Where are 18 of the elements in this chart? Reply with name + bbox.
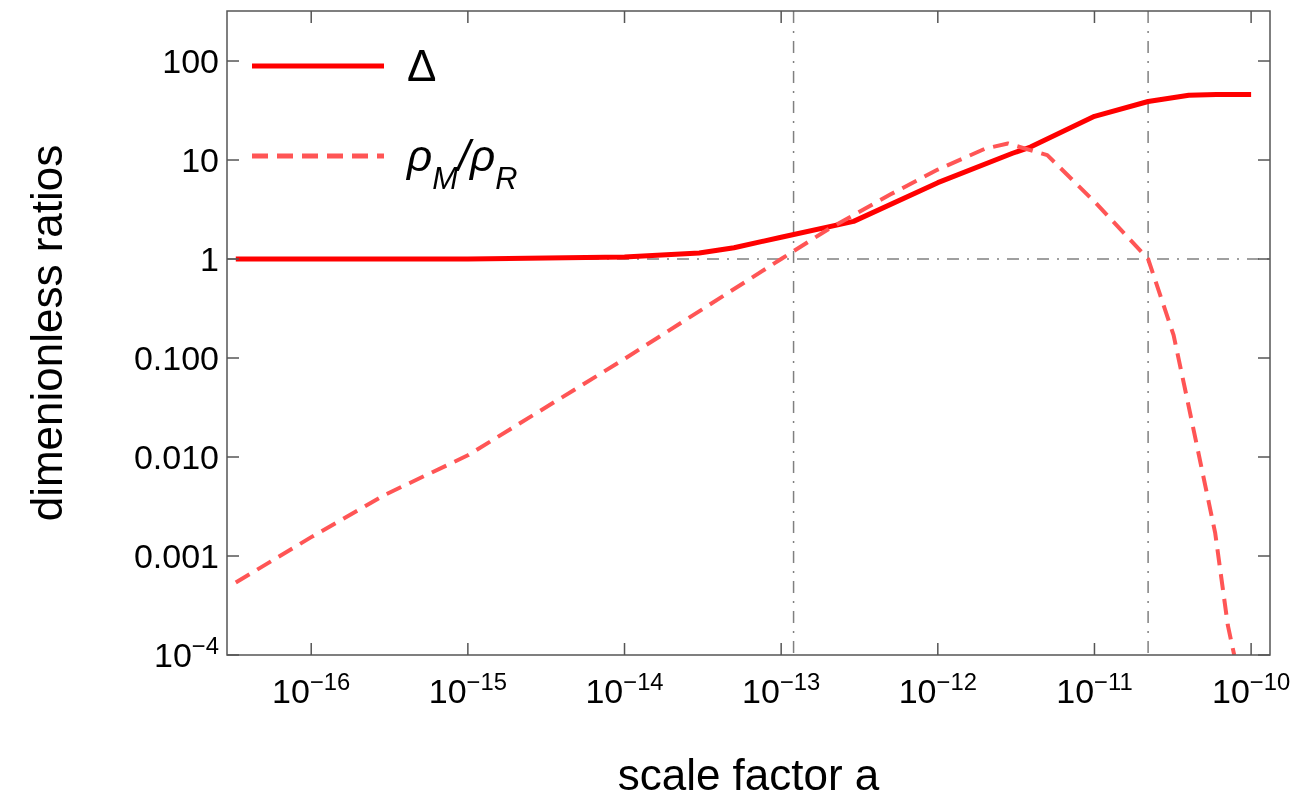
- y-tick-label: 0.100: [133, 339, 219, 377]
- y-tick-label: 0.001: [133, 537, 219, 575]
- legend-label: Δ: [407, 41, 437, 90]
- y-tick-label: 0.010: [133, 438, 219, 476]
- x-tick-label: 10$^{−11}$: [1056, 667, 1133, 710]
- x-axis-title: scale factor a: [617, 750, 880, 799]
- x-tick-label: 10$^{−13}$: [742, 667, 821, 710]
- legend-label: ρ$_{M}$/ρ$_{R}$: [405, 131, 518, 196]
- x-tick-label: 10$^{−12}$: [898, 667, 977, 710]
- x-tick-label: 10$^{−16}$: [272, 667, 351, 710]
- x-tick-label: 10$^{−10}$: [1212, 667, 1291, 710]
- y-tick-label: 100: [162, 42, 219, 81]
- x-tick-label: 10$^{−15}$: [428, 667, 507, 710]
- y-tick-label: 1: [200, 240, 219, 279]
- y-tick-label: 10: [181, 141, 219, 180]
- x-tick-label: 10$^{−14}$: [585, 667, 664, 710]
- y-axis-title: dimenionless ratios: [22, 144, 71, 522]
- y-tick-label: 10$^{−4}$: [154, 631, 219, 674]
